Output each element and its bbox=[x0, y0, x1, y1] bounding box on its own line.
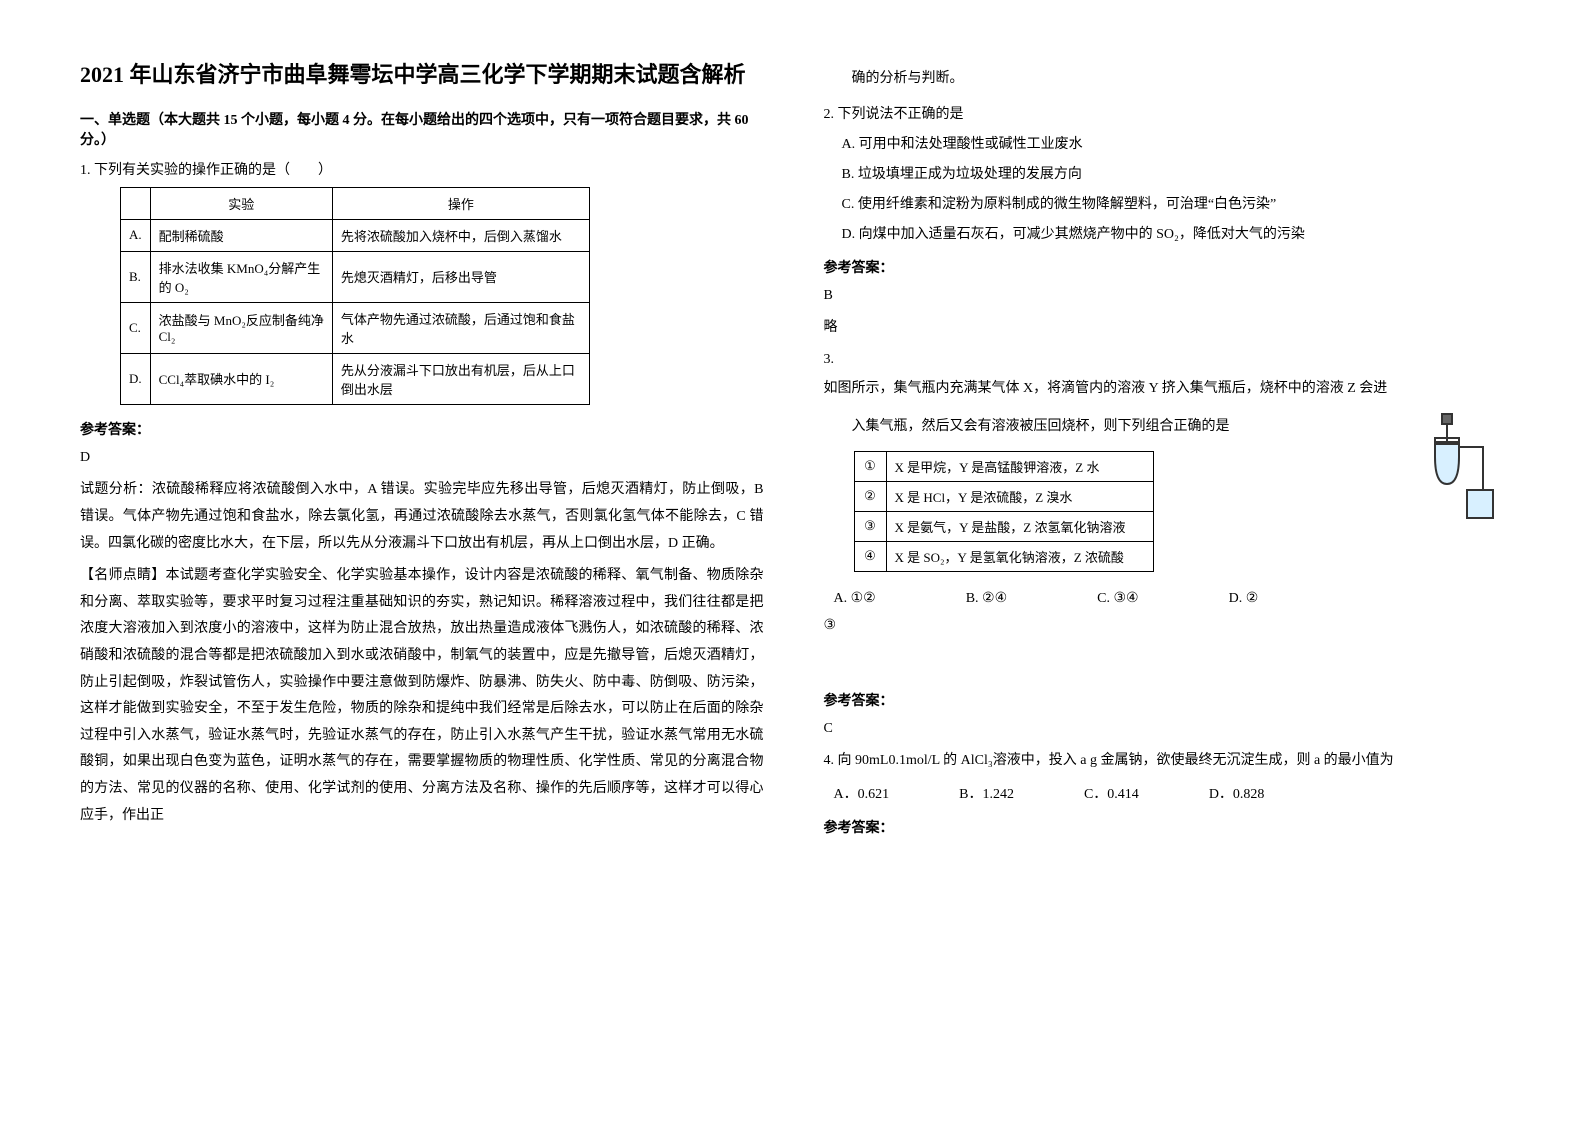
q3-num: 3. bbox=[824, 352, 1508, 368]
q3-stem1: 如图所示，集气瓶内充满某气体 X，将滴管内的溶液 Y 挤入集气瓶后，烧杯中的溶液… bbox=[824, 376, 1508, 403]
q3-r3c1: X 是 SO₂，Y 是氢氧化钠溶液，Z 浓硫酸 bbox=[886, 541, 1153, 571]
q4-stem: 4. 向 90mL0.1mol/L 的 AlCl₃溶液中，投入 a g 金属钠，… bbox=[824, 748, 1508, 775]
q1-answer: D bbox=[80, 445, 764, 472]
left-column: 2021 年山东省济宁市曲阜舞雩坛中学高三化学下学期期末试题含解析 一、单选题（… bbox=[50, 60, 794, 1082]
q3-r1c0: ② bbox=[854, 481, 886, 511]
q2-answer: B bbox=[824, 283, 1508, 310]
table-row: D. CCl₄萃取碘水中的 I₂ 先从分液漏斗下口放出有机层，后从上口倒出水层 bbox=[121, 353, 590, 404]
q1-r2c0: C. bbox=[121, 302, 151, 353]
q3-r1c1: X 是 HCl，Y 是浓硫酸，Z 溴水 bbox=[886, 481, 1153, 511]
q4-choices: A．0.621 B．1.242 C．0.414 D．0.828 bbox=[834, 783, 1508, 803]
right-column: 确的分析与判断。 2. 下列说法不正确的是 A. 可用中和法处理酸性或碱性工业废… bbox=[794, 60, 1538, 1082]
q1-r3c1: CCl₄萃取碘水中的 I₂ bbox=[150, 353, 332, 404]
answer-label: 参考答案： bbox=[824, 690, 1508, 710]
q1-r0c2: 先将浓硫酸加入烧杯中，后倒入蒸馏水 bbox=[332, 219, 589, 251]
q1-h1: 实验 bbox=[150, 187, 332, 219]
q2-opt-d: D. 向煤中加入适量石灰石，可减少其燃烧产物中的 SO₂，降低对大气的污染 bbox=[842, 223, 1508, 243]
q3-r0c1: X 是甲烷，Y 是高锰酸钾溶液，Z 水 bbox=[886, 451, 1153, 481]
q1-analysis: 试题分析：浓硫酸稀释应将浓硫酸倒入水中，A 错误。实验完毕应先移出导管，后熄灭酒… bbox=[80, 477, 764, 557]
q1-r3c2: 先从分液漏斗下口放出有机层，后从上口倒出水层 bbox=[332, 353, 589, 404]
q1-h2: 操作 bbox=[332, 187, 589, 219]
doc-title: 2021 年山东省济宁市曲阜舞雩坛中学高三化学下学期期末试题含解析 bbox=[80, 60, 764, 91]
q3-r2c1: X 是氨气，Y 是盐酸，Z 浓氢氧化钠溶液 bbox=[886, 511, 1153, 541]
q2-note: 略 bbox=[824, 315, 1508, 342]
table-row: A. 配制稀硫酸 先将浓硫酸加入烧杯中，后倒入蒸馏水 bbox=[121, 219, 590, 251]
q2-opt-b: B. 垃圾填埋正成为垃圾处理的发展方向 bbox=[842, 163, 1508, 183]
q3-r2c0: ③ bbox=[854, 511, 886, 541]
q3-table: ①X 是甲烷，Y 是高锰酸钾溶液，Z 水 ②X 是 HCl，Y 是浓硫酸，Z 溴… bbox=[854, 451, 1154, 572]
table-row: B. 排水法收集 KMnO₄分解产生的 O₂ 先熄灭酒精灯，后移出导管 bbox=[121, 251, 590, 302]
q3-answer: C bbox=[824, 716, 1508, 743]
q4-choice-d: D．0.828 bbox=[1209, 783, 1265, 803]
q2-opt-a: A. 可用中和法处理酸性或碱性工业废水 bbox=[842, 133, 1508, 153]
col2-top: 确的分析与判断。 bbox=[824, 66, 1508, 93]
q1-h0 bbox=[121, 187, 151, 219]
q1-r2c1: 浓盐酸与 MnO₂反应制备纯净 Cl₂ bbox=[150, 302, 332, 353]
apparatus-figure bbox=[1387, 412, 1497, 532]
q1-r1c2: 先熄灭酒精灯，后移出导管 bbox=[332, 251, 589, 302]
part1-head: 一、单选题（本大题共 15 个小题，每小题 4 分。在每小题给出的四个选项中，只… bbox=[80, 109, 764, 149]
q3-extra: ③ bbox=[824, 613, 1508, 640]
q3-r3c0: ④ bbox=[854, 541, 886, 571]
q4-choice-a: A．0.621 bbox=[834, 783, 890, 803]
q2-stem: 2. 下列说法不正确的是 bbox=[824, 103, 1508, 123]
table-row: ③X 是氨气，Y 是盐酸，Z 浓氢氧化钠溶液 bbox=[854, 511, 1153, 541]
table-row: C. 浓盐酸与 MnO₂反应制备纯净 Cl₂ 气体产物先通过浓硫酸，后通过饱和食… bbox=[121, 302, 590, 353]
table-row: 实验 操作 bbox=[121, 187, 590, 219]
q3-choice-d: D. ② bbox=[1229, 590, 1259, 607]
q4-choice-b: B．1.242 bbox=[959, 783, 1014, 803]
q1-stem: 1. 下列有关实验的操作正确的是（ ） bbox=[80, 159, 764, 179]
q2-opt-c: C. 使用纤维素和淀粉为原料制成的微生物降解塑料，可治理“白色污染” bbox=[842, 193, 1508, 213]
q1-r0c1: 配制稀硫酸 bbox=[150, 219, 332, 251]
table-row: ②X 是 HCl，Y 是浓硫酸，Z 溴水 bbox=[854, 481, 1153, 511]
table-row: ④X 是 SO₂，Y 是氢氧化钠溶液，Z 浓硫酸 bbox=[854, 541, 1153, 571]
q3-choice-c: C. ③④ bbox=[1097, 590, 1138, 607]
q3-choices: A. ①② B. ②④ C. ③④ D. ② bbox=[834, 590, 1508, 607]
q3-r0c0: ① bbox=[854, 451, 886, 481]
q1-r1c0: B. bbox=[121, 251, 151, 302]
q3-choice-a: A. ①② bbox=[834, 590, 876, 607]
q1-r1c1: 排水法收集 KMnO₄分解产生的 O₂ bbox=[150, 251, 332, 302]
q1-table: 实验 操作 A. 配制稀硫酸 先将浓硫酸加入烧杯中，后倒入蒸馏水 B. 排水法收… bbox=[120, 187, 590, 405]
answer-label: 参考答案： bbox=[824, 817, 1508, 837]
table-row: ①X 是甲烷，Y 是高锰酸钾溶液，Z 水 bbox=[854, 451, 1153, 481]
q1-tips: 【名师点睛】本试题考查化学实验安全、化学实验基本操作，设计内容是浓硫酸的稀释、氧… bbox=[80, 563, 764, 829]
q3-choice-b: B. ②④ bbox=[966, 590, 1007, 607]
q1-r0c0: A. bbox=[121, 219, 151, 251]
answer-label: 参考答案： bbox=[80, 419, 764, 439]
q1-r3c0: D. bbox=[121, 353, 151, 404]
q4-choice-c: C．0.414 bbox=[1084, 783, 1139, 803]
q1-r2c2: 气体产物先通过浓硫酸，后通过饱和食盐水 bbox=[332, 302, 589, 353]
answer-label: 参考答案： bbox=[824, 257, 1508, 277]
